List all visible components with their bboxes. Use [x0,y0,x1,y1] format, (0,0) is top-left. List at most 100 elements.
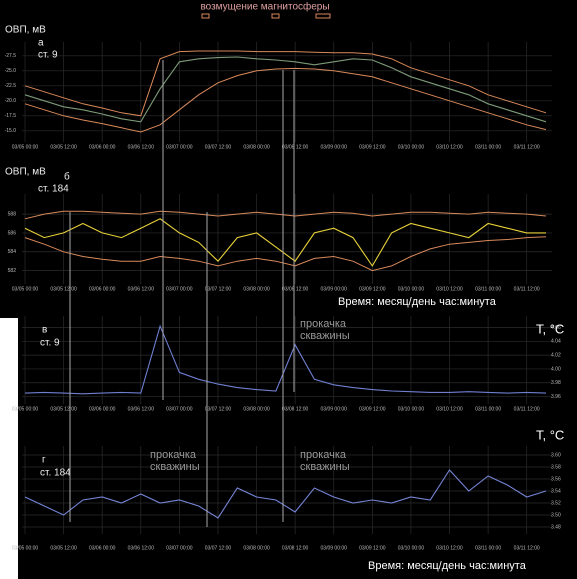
series-line [24,469,547,519]
x-tick-label: 03/10 00:00 [398,406,425,412]
y-tick-label: 3.60 [551,452,561,458]
y-tick-label: 4.02 [551,352,561,358]
x-tick-label: 03/10 12:00 [436,144,463,150]
y-axis-label: ОВП, мВ [5,25,46,36]
y-tick-label: 3.96 [551,394,561,400]
x-tick-label: 03/10 00:00 [398,286,425,292]
panel-label: а [38,38,44,49]
y-tick-label: 3.52 [551,500,561,506]
x-tick-label: 03/05 12:00 [50,286,77,292]
x-tick-label: 03/07 00:00 [166,545,193,551]
y-axis-label: T, °C [536,427,564,442]
legend-title: возмущение магнитосферы [200,1,329,13]
x-tick-label: 03/08 00:00 [243,286,270,292]
x-tick-label: 03/06 00:00 [89,286,116,292]
y-tick-label: 4.04 [551,339,561,345]
x-tick-label: 03/05 12:00 [50,406,77,412]
x-tick-label: 03/11 00:00 [475,144,501,150]
x-tick-label: 03/07 00:00 [166,406,193,412]
x-tick-label: 03/08 00:00 [243,144,270,150]
y-tick-label: 3.48 [551,524,561,530]
panel-label: г [42,455,46,466]
panel-label: б [64,171,70,183]
y-tick-label: -22.5 [5,83,17,89]
x-tick-label: 03/08 12:00 [282,545,309,551]
station-label: ст. 184 [38,184,69,195]
y-tick-label: 4.00 [551,366,561,372]
y-tick-label: -15.0 [5,128,17,134]
x-tick-label: 03/09 00:00 [321,545,348,551]
series-line [24,67,547,133]
series-line [24,56,547,123]
x-tick-label: 03/11 12:00 [514,144,540,150]
y-tick-label: 3.54 [551,488,561,494]
x-tick-label: 03/05 00:00 [12,144,39,150]
y-tick-label: 3.98 [551,380,561,386]
x-axis-label: Время: месяц/день час:минута [338,296,497,308]
x-tick-label: 03/10 00:00 [398,545,425,551]
x-tick-label: 03/09 12:00 [359,545,386,551]
x-tick-label: 03/08 12:00 [282,144,309,150]
x-tick-label: 03/09 00:00 [321,406,348,412]
x-tick-label: 03/07 00:00 [166,144,193,150]
annotation: скважины [150,461,200,473]
panel-label: в [42,325,47,336]
x-tick-label: 03/08 12:00 [282,286,309,292]
x-tick-label: 03/09 00:00 [321,286,348,292]
y-tick-label: -27.5 [5,53,17,59]
annotation: прокачка [150,449,197,461]
series-line [24,50,547,117]
x-tick-label: 03/07 00:00 [166,286,193,292]
x-tick-label: 03/10 00:00 [398,144,425,150]
x-tick-label: 03/06 12:00 [128,545,155,551]
annotation: прокачка [300,318,347,330]
disturbance-marker [201,13,210,19]
station-label: ст. 184 [40,468,71,479]
x-tick-label: 03/06 00:00 [89,406,116,412]
x-tick-label: 03/05 12:00 [50,545,77,551]
x-tick-label: 03/05 00:00 [12,545,39,551]
x-tick-label: 03/07 12:00 [205,144,232,150]
x-tick-label: 03/06 12:00 [128,144,155,150]
x-tick-label: 03/07 12:00 [205,406,232,412]
series-line [24,324,547,395]
y-tick-label: -20.0 [5,98,17,104]
x-tick-label: 03/11 00:00 [475,406,501,412]
x-tick-label: 03/07 12:00 [205,545,232,551]
disturbance-marker [315,13,331,19]
x-tick-label: 03/06 12:00 [128,406,155,412]
x-tick-label: 03/09 00:00 [321,144,348,150]
x-tick-label: 03/05 12:00 [50,144,77,150]
x-tick-label: 03/10 12:00 [436,545,463,551]
x-axis-label: Время: месяц/день час:минута [368,560,527,572]
y-tick-label: 3.50 [551,512,561,518]
x-tick-label: 03/08 00:00 [243,545,270,551]
x-tick-label: 03/09 12:00 [359,406,386,412]
x-tick-label: 03/11 00:00 [475,286,501,292]
y-tick-label: 586 [8,230,17,236]
series-line [24,210,547,220]
x-tick-label: 03/06 00:00 [89,545,116,551]
x-tick-label: 03/09 12:00 [359,144,386,150]
x-tick-label: 03/11 12:00 [514,286,540,292]
panel-bg [0,0,577,318]
y-tick-label: 582 [8,268,17,274]
y-tick-label: 584 [8,249,17,255]
x-tick-label: 03/11 00:00 [475,545,501,551]
y-axis-label: ОВП, мВ [5,167,46,178]
y-tick-label: 3.58 [551,464,561,470]
annotation: прокачка [300,449,347,461]
y-axis-label: T, °C [536,321,564,336]
disturbance-marker [271,13,280,19]
x-tick-label: 03/10 12:00 [436,286,463,292]
x-tick-label: 03/10 12:00 [436,406,463,412]
series-line [24,236,547,272]
x-tick-label: 03/06 00:00 [89,144,116,150]
annotation: скважины [300,330,350,342]
x-tick-label: 03/11 12:00 [514,406,540,412]
annotation: скважины [300,461,350,473]
x-tick-label: 03/09 12:00 [359,286,386,292]
x-tick-label: 03/11 12:00 [514,545,540,551]
station-label: ст. 9 [38,50,58,61]
x-tick-label: 03/05 00:00 [12,406,39,412]
